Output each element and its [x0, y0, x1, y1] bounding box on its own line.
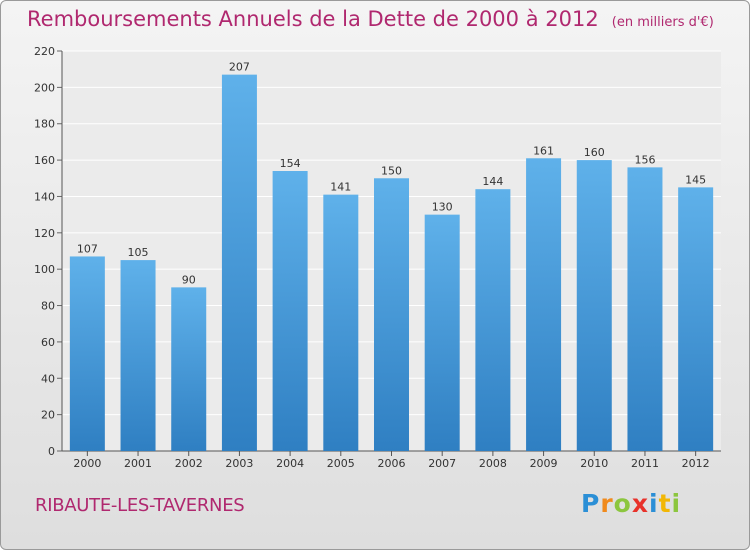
x-tick-label: 2003	[225, 457, 253, 470]
bar-value-label: 145	[685, 173, 706, 186]
y-tick-label: 20	[41, 409, 55, 422]
bar	[69, 256, 105, 451]
x-tick-label: 2005	[327, 457, 355, 470]
y-tick-label: 180	[34, 118, 55, 131]
y-tick-label: 160	[34, 154, 55, 167]
x-tick-label: 2012	[682, 457, 710, 470]
proxiti-logo: Proxiti	[581, 489, 682, 518]
bar-value-label: 150	[381, 164, 402, 177]
x-tick-label: 2006	[378, 457, 406, 470]
x-tick-label: 2002	[175, 457, 203, 470]
x-tick-label: 2004	[276, 457, 304, 470]
x-tick-label: 2007	[428, 457, 456, 470]
bar	[272, 171, 308, 451]
y-tick-label: 200	[34, 81, 55, 94]
bar	[475, 189, 511, 451]
y-tick-label: 120	[34, 227, 55, 240]
title-line: Remboursements Annuels de la Dette de 20…	[27, 7, 714, 31]
y-tick-label: 140	[34, 190, 55, 203]
bar-value-label: 107	[77, 242, 98, 255]
y-tick-label: 80	[41, 300, 55, 313]
bar-value-label: 90	[182, 273, 196, 286]
bar	[221, 74, 257, 452]
bar-value-label: 154	[280, 157, 301, 170]
chart-title: Remboursements Annuels de la Dette de 20…	[27, 7, 599, 31]
bar-value-label: 141	[330, 181, 351, 194]
x-tick-label: 2001	[124, 457, 152, 470]
bar	[576, 160, 612, 451]
bar-value-label: 160	[584, 146, 605, 159]
commune-name: RIBAUTE-LES-TAVERNES	[35, 495, 245, 516]
bar	[323, 194, 359, 452]
bar-value-label: 207	[229, 61, 250, 74]
chart-unit: (en milliers d'€)	[611, 15, 714, 30]
bar	[424, 214, 460, 451]
bar-value-label: 144	[482, 175, 503, 188]
bar-value-label: 105	[128, 246, 149, 259]
x-tick-label: 2009	[530, 457, 558, 470]
bar	[120, 260, 156, 451]
y-tick-label: 40	[41, 372, 55, 385]
x-tick-label: 2000	[73, 457, 101, 470]
y-tick-label: 60	[41, 336, 55, 349]
bar	[627, 167, 663, 451]
bar	[171, 287, 207, 451]
bar-value-label: 130	[432, 201, 453, 214]
x-tick-label: 2011	[631, 457, 659, 470]
bar-value-label: 156	[634, 153, 655, 166]
bar-value-label: 161	[533, 144, 554, 157]
y-tick-label: 0	[48, 445, 55, 458]
y-tick-label: 220	[34, 45, 55, 58]
x-tick-label: 2010	[580, 457, 608, 470]
bar	[374, 178, 409, 452]
bar	[526, 158, 562, 452]
x-tick-label: 2008	[479, 457, 507, 470]
y-tick-label: 100	[34, 263, 55, 276]
bar	[678, 187, 714, 451]
